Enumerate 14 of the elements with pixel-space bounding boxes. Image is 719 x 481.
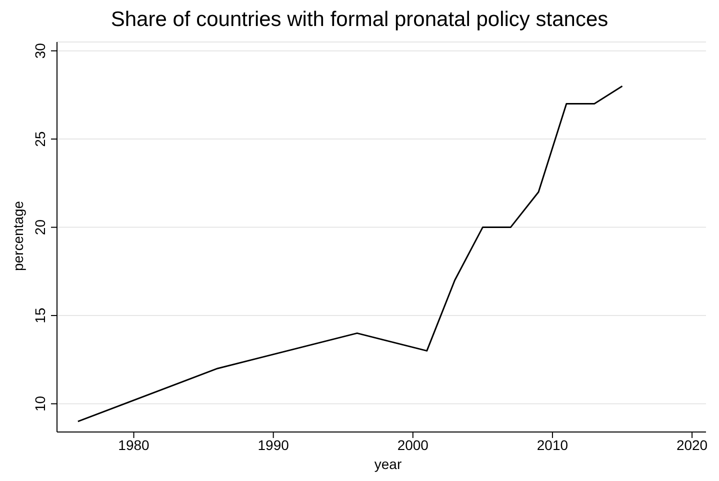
y-axis-title: percentage <box>10 200 26 272</box>
x-tick-label: 2000 <box>397 436 429 453</box>
x-tick-label: 1980 <box>118 436 150 453</box>
y-tick-label: 20 <box>32 219 48 236</box>
x-tick-label: 1990 <box>258 436 290 453</box>
chart-title: Share of countries with formal pronatal policy stances <box>110 8 610 32</box>
x-tick-label: 2020 <box>676 436 708 453</box>
y-tick-label: 25 <box>32 131 48 147</box>
y-tick-label: 30 <box>32 42 48 59</box>
x-tick-label: 2010 <box>536 436 568 453</box>
y-tick-label: 15 <box>32 308 48 324</box>
y-tick-label: 10 <box>32 396 48 412</box>
line-series <box>77 85 624 422</box>
x-axis-title: year <box>373 456 403 472</box>
